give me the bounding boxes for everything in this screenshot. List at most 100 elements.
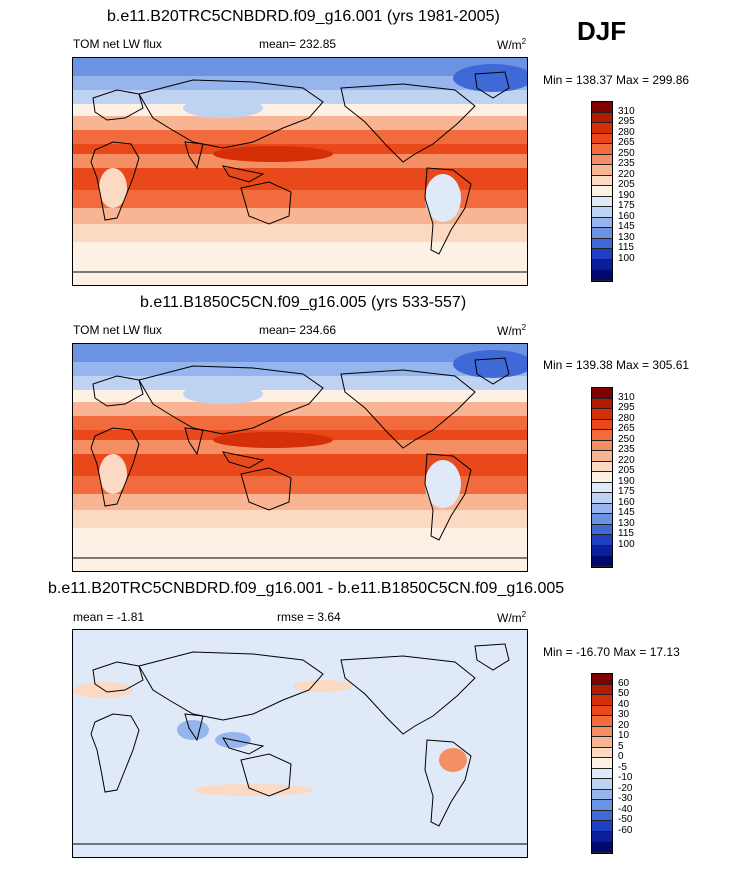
panel-3-units: W/m2 (497, 610, 527, 625)
colorbar-tick-label: 295 (618, 116, 635, 128)
colorbar-swatch (592, 207, 612, 218)
colorbar-tick-label: 50 (618, 688, 630, 700)
colorbar-tick-label: 115 (618, 528, 634, 540)
panel-2-map (72, 343, 528, 572)
panel-3-rmse-label: rmse = 3.64 (277, 610, 341, 624)
colorbar-tick-label: 40 (618, 698, 630, 710)
colorbar-swatch (592, 535, 612, 546)
colorbar-tick-label: 60 (618, 677, 630, 689)
colorbar-swatch (592, 398, 612, 410)
panel-3-map-svg (73, 630, 527, 857)
colorbar-swatch (592, 123, 612, 134)
colorbar-tick-label: 20 (618, 719, 630, 731)
colorbar-tick-label: 30 (618, 709, 630, 721)
panel-2-mean-label: mean= 234.66 (259, 323, 337, 337)
colorbar-tick-label: -60 (618, 824, 633, 836)
colorbar-swatch (592, 493, 612, 504)
colorbar-tick-label: 235 (618, 158, 635, 170)
colorbar-swatch (592, 789, 612, 801)
colorbar-swatch (592, 451, 612, 462)
colorbar-swatch (592, 259, 612, 271)
colorbar-tick-label: 5 (618, 740, 624, 752)
panel-2-title: b.e11.B1850C5CN.f09_g16.005 (yrs 533-557… (140, 294, 467, 311)
colorbar-swatch (592, 228, 612, 239)
colorbar-tick-label: 175 (618, 486, 635, 498)
panel-1-title: b.e11.B20TRC5CNBDRD.f09_g16.001 (yrs 198… (107, 8, 500, 25)
colorbar-swatch (592, 144, 612, 155)
colorbar-tick-label: 220 (618, 168, 635, 180)
colorbar-swatch (592, 545, 612, 557)
colorbar-tick-label: -20 (618, 782, 633, 794)
panel-2-variable-label: TOM net LW flux (73, 323, 162, 337)
colorbar-tick-label: -40 (618, 803, 633, 815)
colorbar-tick-label: 160 (618, 496, 635, 508)
colorbar-tick-label: 265 (618, 137, 635, 149)
colorbar-swatch (592, 409, 612, 420)
colorbar-swatch (592, 238, 612, 250)
colorbar-swatch (592, 102, 612, 113)
colorbar-swatch (592, 430, 612, 441)
colorbar-swatch (592, 514, 612, 525)
colorbar-swatch (592, 810, 612, 822)
colorbar-tick-label: 190 (618, 189, 635, 201)
colorbar-tick-label: -30 (618, 793, 633, 805)
colorbar-swatch (592, 461, 612, 473)
colorbar-tick-label: 10 (618, 730, 630, 742)
panel-2-units: W/m2 (497, 323, 527, 338)
colorbar-swatch (592, 674, 612, 685)
colorbar-swatch (592, 800, 612, 811)
colorbar-tick-label: 0 (618, 751, 624, 763)
colorbar-swatch (592, 503, 612, 515)
colorbar-swatch (592, 831, 612, 843)
colorbar-swatch (592, 779, 612, 790)
panel-3-map (72, 629, 528, 858)
panel-1-variable-label: TOM net LW flux (73, 37, 162, 51)
colorbar-swatch (592, 737, 612, 748)
colorbar-swatch (592, 133, 612, 145)
colorbar-tick-label: -10 (618, 772, 633, 784)
colorbar-tick-label: 130 (618, 517, 635, 529)
colorbar-swatch (592, 695, 612, 706)
colorbar-tick-label: 145 (618, 221, 635, 233)
panel-3-title: b.e11.B20TRC5CNBDRD.f09_g16.001 - b.e11.… (48, 580, 565, 597)
map-field (73, 630, 527, 857)
colorbar-tick-label: 130 (618, 231, 635, 243)
panel-2-colorbar (591, 387, 613, 568)
colorbar-swatch (592, 249, 612, 260)
panel-3-minmax: Min = -16.70 Max = 17.13 (543, 645, 680, 659)
colorbar-swatch (592, 112, 612, 124)
colorbar-tick-label: -50 (618, 814, 633, 826)
colorbar-tick-label: 310 (618, 391, 635, 403)
colorbar-tick-label: 265 (618, 423, 635, 435)
map-field (73, 58, 527, 285)
colorbar-swatch (592, 768, 612, 780)
colorbar-tick-label: 115 (618, 242, 634, 254)
colorbar-tick-label: 160 (618, 210, 635, 222)
colorbar-tick-label: 100 (618, 252, 635, 264)
colorbar-swatch (592, 705, 612, 717)
panel-2-minmax: Min = 139.38 Max = 305.61 (543, 358, 690, 372)
colorbar-tick-label: 295 (618, 402, 635, 414)
colorbar-swatch (592, 726, 612, 738)
colorbar-swatch (592, 821, 612, 832)
coastlines (73, 357, 527, 559)
coastlines (73, 643, 527, 845)
colorbar-swatch (592, 388, 612, 399)
colorbar-tick-label: 205 (618, 179, 635, 191)
colorbar-tick-label: 250 (618, 147, 635, 159)
colorbar-swatch (592, 154, 612, 166)
colorbar-tick-label: 310 (618, 105, 635, 117)
panel-3-colorbar (591, 673, 613, 854)
colorbar-swatch (592, 175, 612, 187)
colorbar-tick-label: 145 (618, 507, 635, 519)
colorbar-tick-label: 190 (618, 475, 635, 487)
coastlines (73, 71, 527, 273)
map-field (73, 344, 527, 571)
panel-1-minmax: Min = 138.37 Max = 299.86 (543, 73, 690, 87)
colorbar-swatch (592, 419, 612, 431)
colorbar-tick-label: 280 (618, 412, 635, 424)
colorbar-swatch (592, 186, 612, 197)
season-label: DJF (577, 16, 627, 46)
panel-1-colorbar (591, 101, 613, 282)
colorbar-swatch (592, 842, 612, 853)
